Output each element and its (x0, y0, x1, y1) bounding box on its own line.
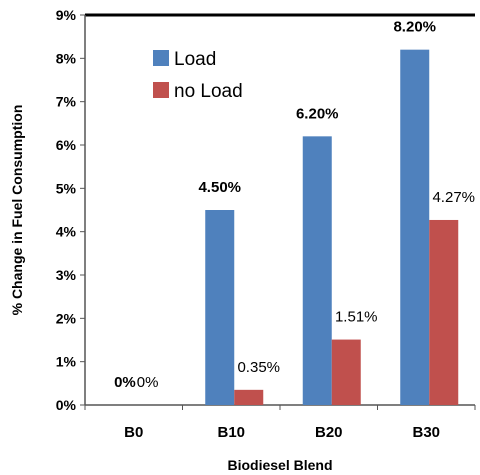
legend-label: no Load (174, 81, 243, 102)
category-labels: B0 B10 B20 B30 (124, 424, 440, 441)
y-axis-title: % Change in Fuel Consumption (9, 105, 25, 316)
legend-swatch (153, 50, 169, 66)
legend: Load no Load (153, 49, 243, 102)
legend-swatch (153, 82, 169, 98)
bar-no-load-b20 (331, 339, 361, 405)
y-tick-label: 3% (56, 267, 77, 283)
y-tick-label: 1% (56, 354, 77, 370)
y-tick-label: 9% (56, 7, 77, 23)
bar-load-b20 (302, 136, 332, 406)
y-tick-labels: 0% 1% 2% 3% 4% 5% 6% 7% 8% 9% (56, 7, 476, 413)
data-label: 8.20% (393, 19, 436, 36)
bar-no-load-b30 (429, 219, 459, 405)
y-tick-label: 7% (56, 94, 77, 110)
data-label: 0% (137, 374, 159, 391)
category-label: B20 (315, 424, 343, 441)
data-label: 0% (114, 374, 136, 391)
y-tick-label: 0% (56, 397, 77, 413)
category-label: B30 (412, 424, 440, 441)
bar-load-b10 (205, 210, 235, 405)
data-label: 1.51% (335, 309, 378, 326)
y-tick-label: 4% (56, 224, 77, 240)
category-label: B0 (124, 424, 143, 441)
data-label: 0.35% (237, 359, 280, 376)
data-label: 4.50% (198, 179, 241, 196)
x-axis-title: Biodiesel Blend (227, 457, 332, 473)
y-tick-label: 5% (56, 180, 77, 196)
bars (205, 49, 459, 406)
bar-load-b30 (400, 49, 430, 406)
data-label: 4.27% (432, 189, 475, 206)
legend-label: Load (174, 49, 216, 70)
data-label: 6.20% (296, 105, 339, 122)
y-tick-label: 2% (56, 310, 77, 326)
category-label: B10 (217, 424, 245, 441)
data-labels: 0% 0% 4.50% 0.35% 6.20% 1.51% 8.20% 4.27% (114, 19, 475, 391)
y-tick-label: 6% (56, 137, 77, 153)
bar-no-load-b10 (234, 389, 264, 405)
y-tick-label: 8% (56, 50, 77, 66)
